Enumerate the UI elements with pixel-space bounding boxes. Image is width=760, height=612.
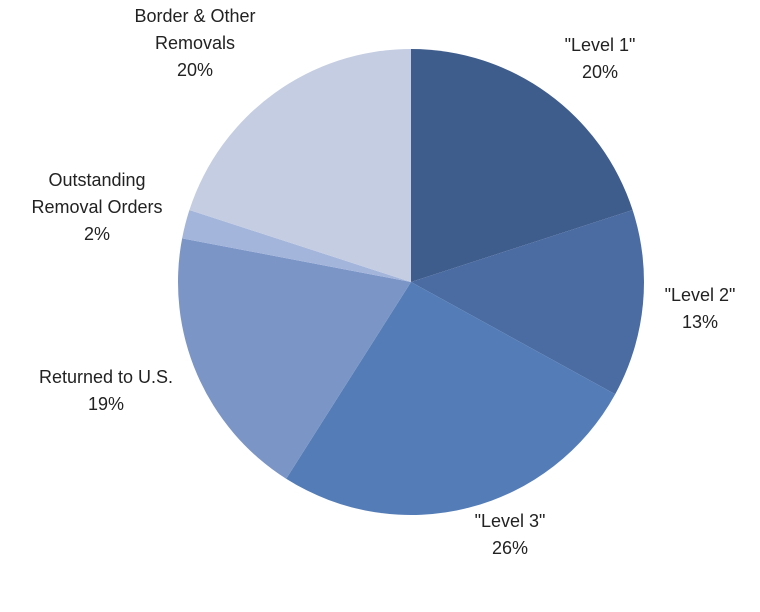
category-label: Border & Other Removals	[134, 6, 256, 53]
slice-label: "Level 1" 20%	[520, 32, 680, 86]
category-label: Returned to U.S.	[38, 367, 174, 387]
category-label: "Level 3"	[474, 511, 546, 531]
slice-label: "Level 3" 26%	[430, 508, 590, 562]
slice-label: Returned to U.S. 19%	[6, 364, 206, 418]
pie-slice	[411, 49, 633, 282]
category-label: "Level 1"	[564, 35, 636, 55]
pie-slice	[286, 282, 616, 515]
value-label: 13%	[681, 312, 719, 332]
value-label: 19%	[87, 394, 125, 414]
value-label: 2%	[83, 224, 110, 244]
value-label: 26%	[491, 538, 529, 558]
slice-label: "Level 2" 13%	[620, 282, 760, 336]
slice-label: Border & Other Removals 20%	[110, 3, 280, 84]
value-label: 20%	[581, 62, 619, 82]
value-label: 20%	[176, 60, 214, 80]
pie-slice	[189, 49, 411, 282]
pie-slice	[182, 209, 411, 282]
pie-slice	[411, 209, 645, 395]
category-label: "Level 2"	[664, 285, 736, 305]
slice-label: Outstanding Removal Orders 2%	[12, 167, 182, 248]
pie-slice	[177, 238, 411, 479]
category-label: Outstanding Removal Orders	[31, 170, 163, 217]
